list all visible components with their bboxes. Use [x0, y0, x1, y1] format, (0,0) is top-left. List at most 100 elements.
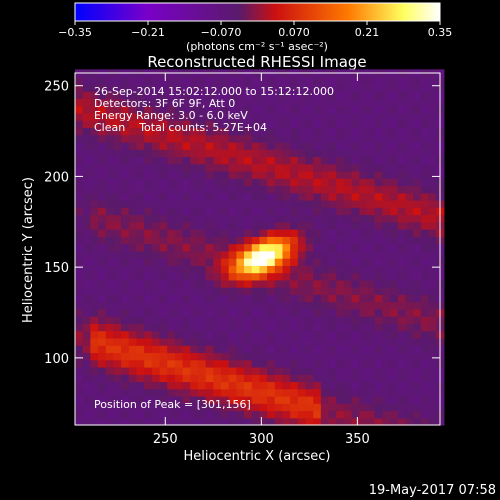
heatmap-cell — [259, 243, 268, 252]
heatmap-cell — [236, 163, 245, 172]
heatmap-cell — [151, 221, 161, 230]
heatmap-cell — [105, 323, 115, 332]
heatmap-cell — [244, 330, 253, 339]
heatmap-cell — [121, 395, 130, 404]
heatmap-cell — [75, 250, 84, 259]
heatmap-cell — [113, 163, 122, 172]
heatmap-cell — [390, 330, 399, 339]
heatmap-cell — [405, 200, 414, 208]
heatmap-cell — [397, 221, 407, 230]
heatmap-cell — [128, 337, 138, 346]
heatmap-cell — [405, 258, 414, 266]
heatmap-cell — [328, 308, 337, 317]
heatmap-cell — [251, 221, 261, 230]
heatmap-cell — [244, 352, 253, 361]
heatmap-cell — [236, 308, 245, 317]
heatmap-cell — [244, 156, 253, 165]
heatmap-cell — [420, 258, 430, 266]
heatmap-cell — [405, 250, 414, 259]
heatmap-cell — [213, 410, 222, 419]
heatmap-cell — [282, 272, 291, 281]
y-axis-label: Heliocentric Y (arcsec) — [21, 177, 36, 323]
heatmap-cell — [305, 163, 314, 172]
heatmap-cell — [390, 112, 399, 121]
heatmap-cell — [390, 337, 399, 346]
heatmap-cell — [144, 417, 153, 426]
heatmap-cell — [251, 243, 261, 252]
heatmap-cell — [236, 200, 245, 208]
heatmap-cell — [336, 258, 345, 266]
heatmap-cell — [267, 207, 276, 216]
heatmap-cell — [328, 359, 337, 368]
heatmap-cell — [251, 200, 261, 208]
heatmap-cell — [336, 381, 345, 390]
heatmap-cell — [105, 214, 115, 223]
heatmap-cell — [236, 388, 245, 397]
heatmap-cell — [144, 388, 153, 397]
heatmap-cell — [82, 265, 91, 274]
heatmap-cell — [413, 294, 422, 303]
heatmap-cell — [228, 83, 237, 92]
heatmap-cell — [221, 287, 230, 295]
heatmap-cell — [82, 279, 91, 288]
heatmap-cell — [190, 258, 199, 266]
heatmap-cell — [151, 178, 161, 187]
heatmap-cell — [159, 287, 168, 295]
heatmap-cell — [221, 98, 230, 107]
heatmap-cell — [359, 156, 368, 165]
heatmap-cell — [236, 417, 245, 426]
heatmap-cell — [182, 345, 191, 354]
heatmap-cell — [305, 417, 314, 426]
heatmap-cell — [290, 410, 299, 419]
heatmap-cell — [305, 200, 314, 208]
heatmap-cell — [420, 149, 430, 158]
heatmap-cell — [397, 359, 407, 368]
heatmap-cell — [90, 185, 99, 194]
heatmap-cell — [351, 272, 360, 281]
heatmap-cell — [267, 308, 276, 317]
heatmap-cell — [90, 192, 99, 201]
heatmap-cell — [244, 250, 253, 259]
heatmap-cell — [105, 178, 115, 187]
heatmap-cell — [282, 185, 291, 194]
heatmap-cell — [75, 178, 84, 187]
heatmap-cell — [251, 214, 261, 223]
heatmap-cell — [413, 308, 422, 317]
heatmap-cell — [205, 120, 214, 129]
heatmap-cell — [236, 243, 245, 252]
heatmap-cell — [320, 410, 330, 419]
heatmap-cell — [367, 170, 376, 179]
heatmap-cell — [313, 141, 322, 150]
heatmap-cell — [221, 272, 230, 281]
heatmap-cell — [190, 170, 199, 179]
heatmap-cell — [405, 163, 414, 172]
heatmap-cell — [336, 294, 345, 303]
heatmap-cell — [282, 250, 291, 259]
heatmap-cell — [428, 178, 437, 187]
heatmap-cell — [259, 410, 268, 419]
heatmap-cell — [159, 229, 168, 237]
heatmap-cell — [113, 279, 122, 288]
heatmap-cell — [98, 185, 107, 194]
heatmap-cell — [121, 323, 130, 332]
annotation-clean-counts: Clean Total counts: 5.27E+04 — [94, 121, 267, 134]
heatmap-cell — [98, 316, 107, 324]
heatmap-cell — [313, 127, 322, 136]
heatmap-cell — [113, 83, 122, 92]
heatmap-cell — [274, 236, 284, 245]
heatmap-cell — [128, 98, 138, 107]
heatmap-cell — [259, 170, 268, 179]
heatmap-cell — [267, 258, 276, 266]
heatmap-cell — [367, 76, 376, 85]
heatmap-cell — [359, 366, 368, 375]
heatmap-cell — [182, 381, 191, 390]
heatmap-cell — [313, 395, 322, 404]
heatmap-cell — [90, 243, 99, 252]
heatmap-cell — [367, 156, 376, 165]
heatmap-cell — [113, 214, 122, 223]
heatmap-cell — [405, 91, 414, 99]
heatmap-cell — [197, 279, 207, 288]
heatmap-cell — [313, 76, 322, 85]
heatmap-cell — [413, 192, 422, 201]
